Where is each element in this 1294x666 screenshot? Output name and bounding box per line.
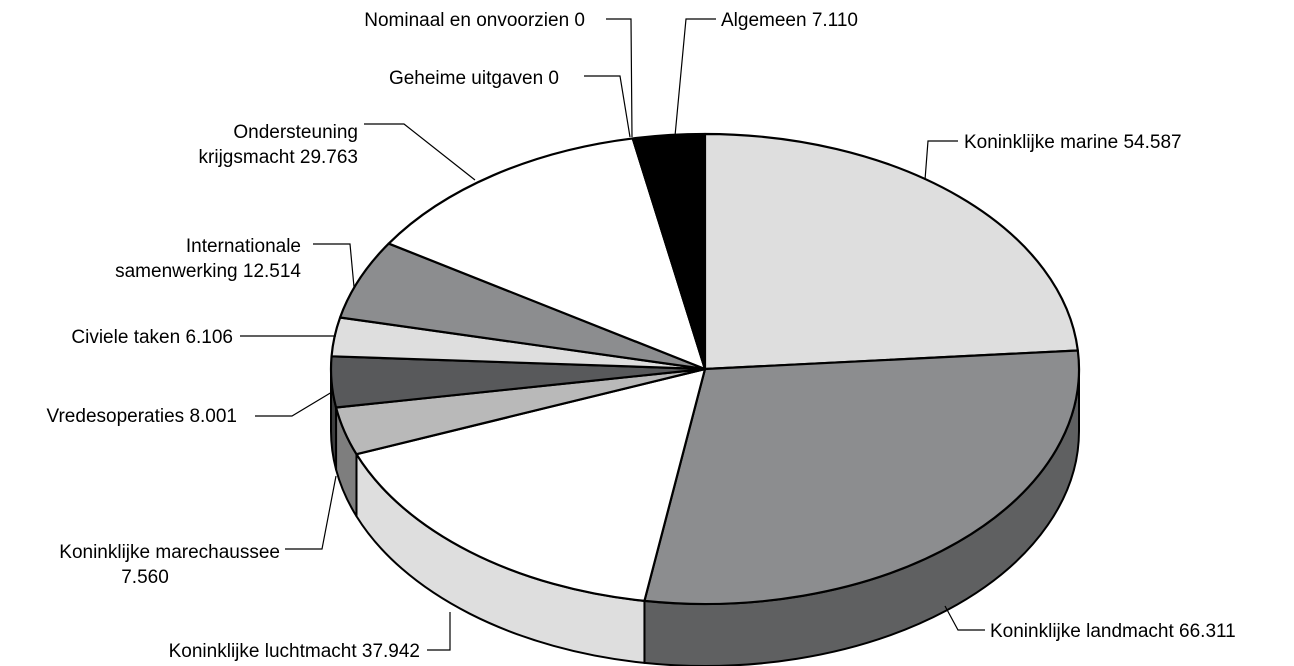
leader-algemeen	[674, 18, 716, 137]
label-line: Internationale	[186, 236, 301, 257]
label-ondersteuning-krijgsmacht: Ondersteuning krijgsmacht 29.763	[199, 122, 358, 168]
leader-vredesoperaties	[255, 391, 333, 417]
leader-koninklijke-marine	[924, 140, 958, 181]
slice-koninklijke-landmacht	[643, 349, 1081, 606]
leader-lines	[240, 18, 985, 651]
label-line: Koninklijke marine 54.587	[964, 132, 1182, 153]
slice-nominaal-en-onvoorzien	[631, 138, 707, 370]
label-line: Vredesoperaties 8.001	[47, 406, 237, 427]
label-nominaal-en-onvoorzien: Nominaal en onvoorzien 0	[364, 10, 585, 31]
label-line: samenwerking 12.514	[115, 261, 301, 282]
leader-koninklijke-landmacht	[944, 605, 985, 631]
label-koninklijke-marechaussee: Koninklijke marechaussee 7.560	[59, 542, 280, 588]
label-line: Ondersteuning	[233, 122, 358, 143]
slice-ondersteuning-krijgsmacht	[387, 137, 707, 371]
label-koninklijke-luchtmacht: Koninklijke luchtmacht 37.942	[169, 641, 420, 662]
label-koninklijke-marine: Koninklijke marine 54.587	[964, 132, 1182, 153]
pie-slices	[329, 132, 1081, 606]
label-line: 7.560	[121, 567, 169, 588]
label-line: Algemeen 7.110	[721, 10, 858, 31]
slice-koninklijke-marine	[703, 132, 1079, 371]
label-algemeen: Algemeen 7.110	[721, 10, 858, 31]
label-line: Koninklijke luchtmacht 37.942	[169, 641, 420, 662]
leader-koninklijke-marechaussee	[285, 475, 337, 550]
label-line: Civiele taken 6.106	[71, 327, 233, 348]
label-line: Nominaal en onvoorzien 0	[364, 10, 585, 31]
slice-koninklijke-luchtmacht	[355, 367, 707, 602]
leader-nominaal-en-onvoorzien	[606, 18, 633, 138]
label-vredesoperaties: Vredesoperaties 8.001	[47, 406, 237, 427]
leader-koninklijke-luchtmacht	[427, 612, 451, 651]
leader-ondersteuning-krijgsmacht	[364, 123, 476, 181]
label-geheime-uitgaven: Geheime uitgaven 0	[389, 68, 559, 89]
label-line: Koninklijke marechaussee	[59, 542, 280, 563]
leader-geheime-uitgaven	[584, 75, 631, 138]
label-koninklijke-landmacht: Koninklijke landmacht 66.311	[990, 621, 1236, 642]
label-internationale-samenwerking: Internationale samenwerking 12.514	[115, 236, 301, 282]
leader-internationale-samenwerking	[313, 243, 355, 288]
label-civiele-taken: Civiele taken 6.106	[71, 327, 233, 348]
label-line: Koninklijke landmacht 66.311	[990, 621, 1236, 642]
slice-labels: Algemeen 7.110 Koninklijke marine 54.587 K…	[47, 10, 1236, 662]
label-line: krijgsmacht 29.763	[199, 147, 358, 168]
label-line: Geheime uitgaven 0	[389, 68, 559, 89]
